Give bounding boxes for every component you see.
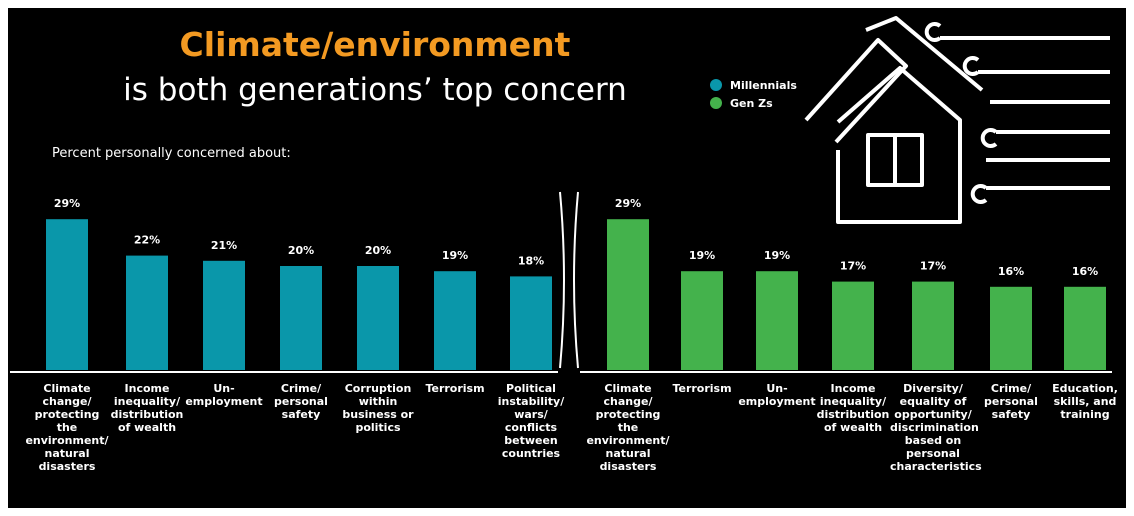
bar bbox=[203, 260, 245, 370]
bar bbox=[357, 266, 399, 370]
category-label: Diversity/ equality of opportunity/ disc… bbox=[890, 382, 982, 473]
value-label: 16% bbox=[1072, 265, 1098, 278]
panel bbox=[8, 8, 1126, 508]
value-label: 29% bbox=[54, 197, 80, 210]
chart-subtitle: is both generations’ top concern bbox=[123, 72, 627, 108]
value-label: 18% bbox=[518, 254, 544, 267]
value-label: 19% bbox=[442, 249, 468, 262]
note: Percent personally concerned about: bbox=[52, 146, 291, 161]
category-label: Terrorism bbox=[425, 382, 485, 395]
category-label: Climate change/ protecting the environme… bbox=[25, 382, 109, 473]
category-label: Income inequality/ distribution of wealt… bbox=[110, 382, 184, 434]
category-label: Corruption within business or politics bbox=[342, 382, 414, 434]
bar bbox=[607, 219, 649, 370]
legend-swatch bbox=[710, 97, 722, 109]
category-label: Un- employment bbox=[185, 382, 263, 408]
legend-label: Gen Zs bbox=[730, 97, 773, 110]
category-label: Education, skills, and training bbox=[1052, 382, 1118, 421]
bar bbox=[126, 255, 168, 370]
chart-title: Climate/environment bbox=[180, 25, 571, 64]
bar bbox=[1064, 286, 1106, 370]
bar bbox=[912, 281, 954, 370]
value-label: 16% bbox=[998, 265, 1024, 278]
value-label: 19% bbox=[764, 249, 790, 262]
category-label: Income inequality/ distribution of wealt… bbox=[816, 382, 890, 434]
value-label: 17% bbox=[840, 260, 866, 273]
bar bbox=[681, 271, 723, 370]
category-label: Political instability/ wars/ conflicts b… bbox=[497, 382, 565, 460]
bar bbox=[756, 271, 798, 370]
value-label: 22% bbox=[134, 234, 160, 247]
bar bbox=[280, 266, 322, 370]
bar bbox=[46, 219, 88, 370]
bar bbox=[434, 271, 476, 370]
bar bbox=[832, 281, 874, 370]
value-label: 20% bbox=[365, 244, 391, 257]
category-label: Terrorism bbox=[672, 382, 732, 395]
bar bbox=[510, 276, 552, 370]
legend-label: Millennials bbox=[730, 79, 797, 92]
divider bbox=[559, 191, 579, 369]
value-label: 17% bbox=[920, 260, 946, 273]
legend-swatch bbox=[710, 79, 722, 91]
bar bbox=[990, 286, 1032, 370]
value-label: 21% bbox=[211, 239, 237, 252]
category-label: Crime/ personal safety bbox=[274, 382, 328, 421]
value-label: 20% bbox=[288, 244, 314, 257]
category-label: Climate change/ protecting the environme… bbox=[586, 382, 670, 473]
category-label: Un- employment bbox=[738, 382, 816, 408]
value-label: 19% bbox=[689, 249, 715, 262]
value-label: 29% bbox=[615, 197, 641, 210]
house-icon bbox=[804, 16, 1110, 224]
category-label: Crime/ personal safety bbox=[984, 382, 1038, 421]
